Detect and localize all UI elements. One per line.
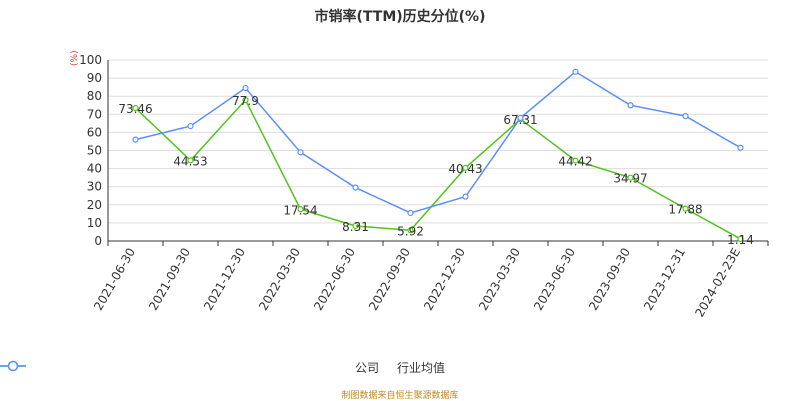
x-tick-label: 2022-06-30 — [311, 246, 358, 313]
x-tick-label: 2021-09-30 — [146, 246, 193, 313]
data-point-series-1 — [352, 184, 359, 191]
data-point-series-0 — [297, 206, 304, 213]
data-source-note: 制图数据来自恒生聚源数据库 — [341, 391, 459, 401]
data-point-series-0 — [572, 157, 579, 164]
data-label: 5.92 — [397, 224, 424, 238]
data-label: 73.46 — [118, 102, 152, 116]
x-tick-label: 2024-02-23E — [692, 246, 743, 320]
y-tick-label: 50 — [87, 144, 102, 158]
data-label: 17.54 — [283, 203, 317, 217]
data-point-series-0 — [242, 96, 249, 104]
data-label: 77.9 — [232, 94, 259, 108]
data-point-series-1 — [517, 114, 524, 122]
legend-label-company: 公司 — [354, 361, 379, 375]
series-line-1 — [135, 70, 741, 214]
data-point-series-1 — [132, 136, 139, 143]
data-point-series-0 — [462, 164, 469, 171]
data-label: 17.88 — [668, 203, 702, 217]
x-tick-label: 2022-12-30 — [421, 246, 468, 313]
legend-label-industry-average: 行业均值 — [397, 361, 446, 375]
legend-item-company[interactable]: 公司 — [0, 359, 379, 376]
legend-swatch-industry-average — [0, 360, 26, 372]
data-label: 67.31 — [503, 113, 537, 127]
y-tick-label: 90 — [87, 71, 102, 85]
data-label: 44.53 — [173, 154, 207, 168]
data-label: 40.43 — [448, 162, 482, 176]
chart-title: 市销率(TTM)历史分位(%) — [314, 9, 486, 25]
series-line-0 — [134, 98, 741, 240]
data-label: 8.31 — [342, 220, 369, 234]
y-tick-label: 0 — [94, 234, 102, 248]
y-tick-label: 10 — [87, 216, 102, 230]
data-label: 1.14 — [727, 233, 754, 247]
x-tick-label: 2023-09-30 — [586, 246, 633, 313]
data-point-series-1 — [682, 113, 689, 120]
data-point-series-1 — [407, 209, 414, 217]
y-tick-label: 70 — [87, 107, 102, 121]
y-tick-label: 20 — [87, 198, 102, 212]
y-tick-label: 100 — [79, 53, 102, 67]
data-label: 44.42 — [558, 155, 592, 169]
data-point-series-0 — [407, 227, 414, 234]
x-tick-label: 2022-09-30 — [366, 246, 413, 313]
x-tick-label: 2021-12-30 — [201, 246, 248, 313]
y-tick-label: 40 — [87, 162, 102, 176]
legend-item-industry-average[interactable]: 行业均值 — [0, 359, 446, 376]
data-point-series-0 — [187, 157, 194, 164]
data-label: 34.97 — [613, 172, 647, 186]
data-point-series-1 — [297, 149, 304, 156]
data-point-series-1 — [462, 193, 469, 200]
data-point-series-0 — [682, 205, 689, 212]
data-point-series-0 — [737, 235, 744, 243]
data-point-series-1 — [187, 122, 194, 130]
data-point-series-1 — [242, 84, 249, 92]
chart-legend: 公司 行业均值 — [0, 359, 800, 376]
x-tick-label: 2023-03-30 — [476, 246, 523, 313]
data-point-series-1 — [572, 68, 579, 75]
y-tick-label: 80 — [87, 89, 102, 103]
y-tick-label: 30 — [87, 180, 102, 194]
data-point-series-0 — [352, 222, 359, 230]
x-tick-label: 2023-06-30 — [531, 246, 578, 313]
data-point-series-0 — [132, 104, 139, 112]
y-tick-label: 60 — [87, 125, 102, 139]
x-tick-label: 2022-03-30 — [256, 246, 303, 313]
x-tick-label: 2023-12-31 — [641, 246, 688, 313]
data-point-series-0 — [627, 174, 634, 181]
data-point-series-1 — [627, 102, 634, 109]
x-tick-label: 2021-06-30 — [91, 246, 138, 313]
data-point-series-1 — [737, 144, 744, 151]
